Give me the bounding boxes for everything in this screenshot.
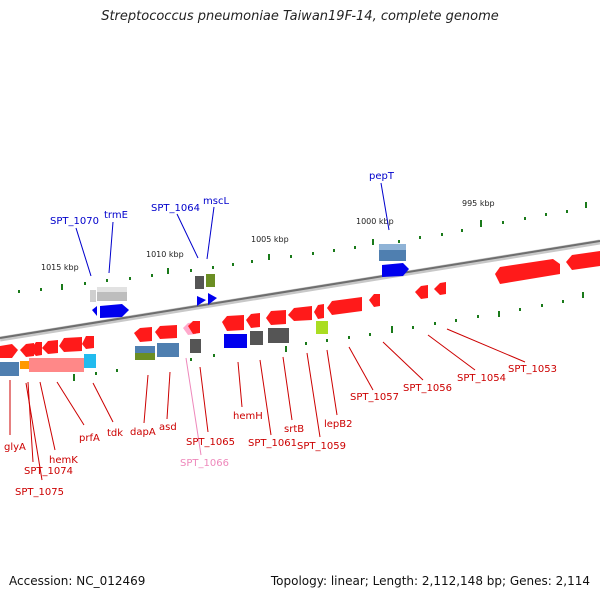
gene-label-tdk: tdk — [107, 428, 123, 439]
leader-lines — [9, 328, 526, 481]
gene-label-spt-1066: SPT_1066 — [180, 458, 229, 469]
scale-label-1010: 1010 kbp — [146, 250, 184, 259]
accession-text: Accession: NC_012469 — [9, 574, 146, 588]
gene-label-lepb2: lepB2 — [324, 419, 353, 430]
gene-label-spt-1054: SPT_1054 — [457, 373, 506, 384]
gene-label-glya: glyA — [4, 442, 26, 453]
gene-label-hemk: hemK — [49, 455, 78, 466]
scale-track-bottom — [73, 292, 584, 381]
leader-lines-top — [75, 182, 390, 277]
scale-label-995: 995 kbp — [462, 199, 495, 208]
gene-label-spt-1065: SPT_1065 — [186, 437, 235, 448]
genome-summary-text: Topology: linear; Length: 2,112,148 bp; … — [270, 574, 590, 588]
map-title: Streptococcus pneumoniae Taiwan19F-14, c… — [101, 9, 499, 24]
gene-label-hemh: hemH — [233, 411, 263, 422]
gene-label-spt-1075: SPT_1075 — [15, 487, 64, 498]
gene-label-mscl: mscL — [203, 196, 229, 207]
gene-label-pept: pepT — [369, 171, 395, 182]
gene-label-dapa: dapA — [130, 427, 156, 438]
gene-label-spt-1053: SPT_1053 — [508, 364, 557, 375]
leader-line-pink — [185, 357, 202, 456]
gene-label-spt-1059: SPT_1059 — [297, 441, 346, 452]
gene-label-spt-1064: SPT_1064 — [151, 203, 200, 214]
gene-label-spt-1061: SPT_1061 — [248, 438, 297, 449]
scale-label-1005: 1005 kbp — [251, 235, 289, 244]
gene-label-spt-1057: SPT_1057 — [350, 392, 399, 403]
scale-track-top — [18, 202, 587, 293]
gene-label-spt-1070: SPT_1070 — [50, 216, 99, 227]
scale-label-1015: 1015 kbp — [41, 263, 79, 272]
bottom-features — [0, 251, 600, 376]
gene-label-spt-1074: SPT_1074 — [24, 466, 73, 477]
top-features — [90, 244, 409, 318]
gene-label-asd: asd — [159, 422, 177, 433]
gene-label-trme: trmE — [104, 210, 128, 221]
scale-label-1000: 1000 kbp — [356, 217, 394, 226]
gene-label-spt-1056: SPT_1056 — [403, 383, 452, 394]
gene-label-srtb: srtB — [284, 424, 304, 435]
gene-label-prfa: prfA — [79, 433, 100, 444]
